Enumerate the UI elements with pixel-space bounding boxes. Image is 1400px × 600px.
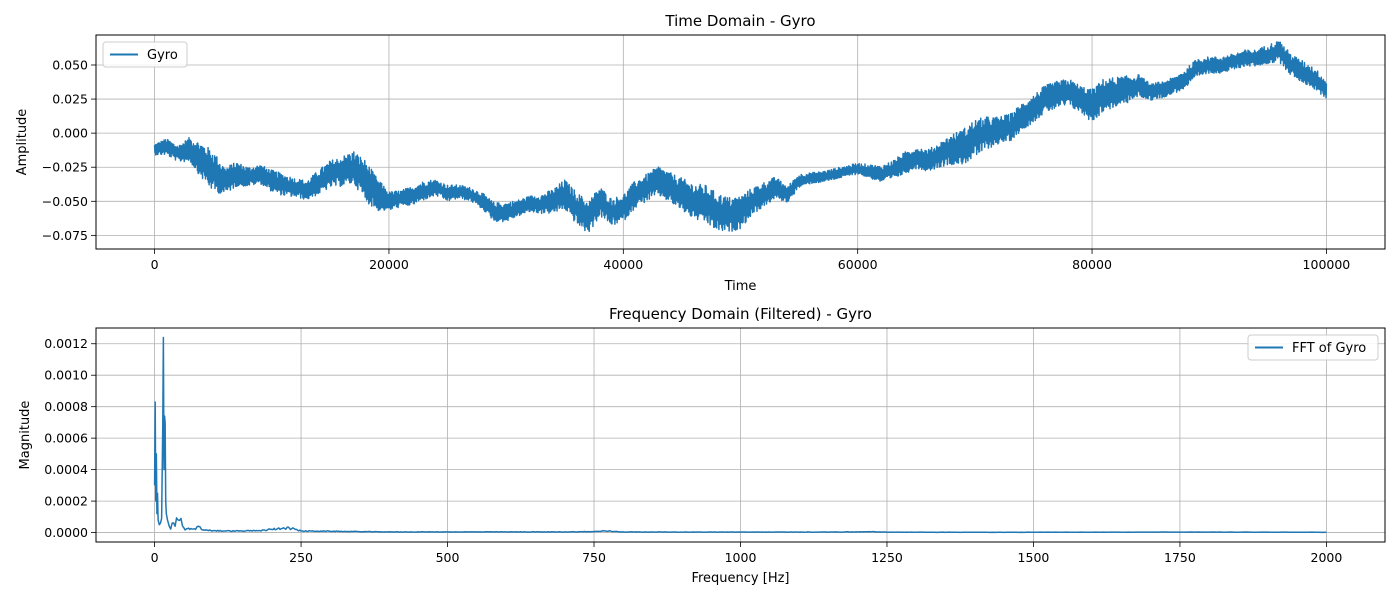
time-domain-frame bbox=[95, 34, 1386, 250]
time-domain-ticks: 0 20000 40000 60000 80000 100000 −0.075 −0.050 −… bbox=[42, 57, 1351, 272]
frequency-domain-ytick-label: 0.0000 bbox=[44, 525, 88, 540]
time-domain-legend: Gyro bbox=[102, 41, 188, 68]
time-domain-xtick-label: 20000 bbox=[369, 257, 409, 272]
frequency-domain-xtick-label: 1500 bbox=[1018, 550, 1050, 565]
time-domain-xtick-label: 0 bbox=[151, 257, 159, 272]
frequency-domain-xtick-label: 1000 bbox=[725, 550, 757, 565]
frequency-domain-ytick-label: 0.0002 bbox=[44, 494, 88, 509]
time-domain-title: Time Domain - Gyro bbox=[664, 12, 815, 30]
frequency-domain-xtick-label: 1250 bbox=[871, 550, 903, 565]
time-domain-ytick-label: −0.075 bbox=[42, 228, 88, 243]
frequency-domain-xtick-label: 1750 bbox=[1164, 550, 1196, 565]
time-domain-ylabel: Amplitude bbox=[15, 109, 30, 176]
frequency-domain-ytick-label: 0.0006 bbox=[44, 431, 88, 446]
time-domain-legend-label: Gyro bbox=[147, 48, 178, 63]
frequency-domain-legend-box bbox=[1247, 334, 1379, 361]
frequency-domain-ytick-label: 0.0012 bbox=[44, 336, 88, 351]
frequency-domain-legend: FFT of Gyro bbox=[1247, 334, 1379, 361]
time-domain-grid bbox=[96, 35, 1385, 249]
frequency-domain-xtick-label: 750 bbox=[582, 550, 606, 565]
time-domain-xtick-label: 40000 bbox=[603, 257, 643, 272]
time-domain-xtick-label: 80000 bbox=[1072, 257, 1112, 272]
frequency-domain-title: Frequency Domain (Filtered) - Gyro bbox=[609, 305, 872, 323]
time-domain-xtick-label: 60000 bbox=[838, 257, 878, 272]
time-domain-ytick-label: −0.025 bbox=[42, 160, 88, 175]
frequency-domain-xtick-label: 0 bbox=[151, 550, 159, 565]
frequency-domain-ticks: 0 250 500 750 1000 1250 1500 1750 2000 0.0000 0.00… bbox=[44, 336, 1342, 565]
frequency-domain-series-line bbox=[153, 336, 1327, 534]
time-domain-ytick-label: −0.050 bbox=[42, 194, 88, 209]
time-domain-series-line bbox=[153, 41, 1328, 233]
frequency-domain-legend-label: FFT of Gyro bbox=[1292, 341, 1366, 356]
frequency-domain-data bbox=[153, 336, 1327, 534]
time-domain-ytick-label: 0.050 bbox=[52, 57, 88, 72]
frequency-domain-ytick-label: 0.0010 bbox=[44, 368, 88, 383]
frequency-domain-ytick-label: 0.0008 bbox=[44, 399, 88, 414]
time-domain-xlabel: Time bbox=[724, 279, 757, 294]
frequency-domain-xtick-label: 500 bbox=[436, 550, 460, 565]
time-domain-data bbox=[153, 41, 1328, 233]
frequency-domain-xtick-label: 250 bbox=[289, 550, 313, 565]
time-domain-legend-box bbox=[102, 41, 188, 68]
frequency-domain-xtick-label: 2000 bbox=[1311, 550, 1343, 565]
time-domain-axes: 0 20000 40000 60000 80000 100000 −0.075 −0.050 −… bbox=[15, 12, 1386, 294]
time-domain-xtick-label: 100000 bbox=[1303, 257, 1351, 272]
frequency-domain-xlabel: Frequency [Hz] bbox=[691, 571, 789, 586]
frequency-domain-ytick-label: 0.0004 bbox=[44, 462, 88, 477]
frequency-domain-ylabel: Magnitude bbox=[18, 401, 33, 470]
time-domain-ytick-label: 0.000 bbox=[52, 126, 88, 141]
time-domain-ytick-label: 0.025 bbox=[52, 92, 88, 107]
frequency-domain-axes: 0 250 500 750 1000 1250 1500 1750 2000 0.0000 0.00… bbox=[18, 305, 1386, 586]
